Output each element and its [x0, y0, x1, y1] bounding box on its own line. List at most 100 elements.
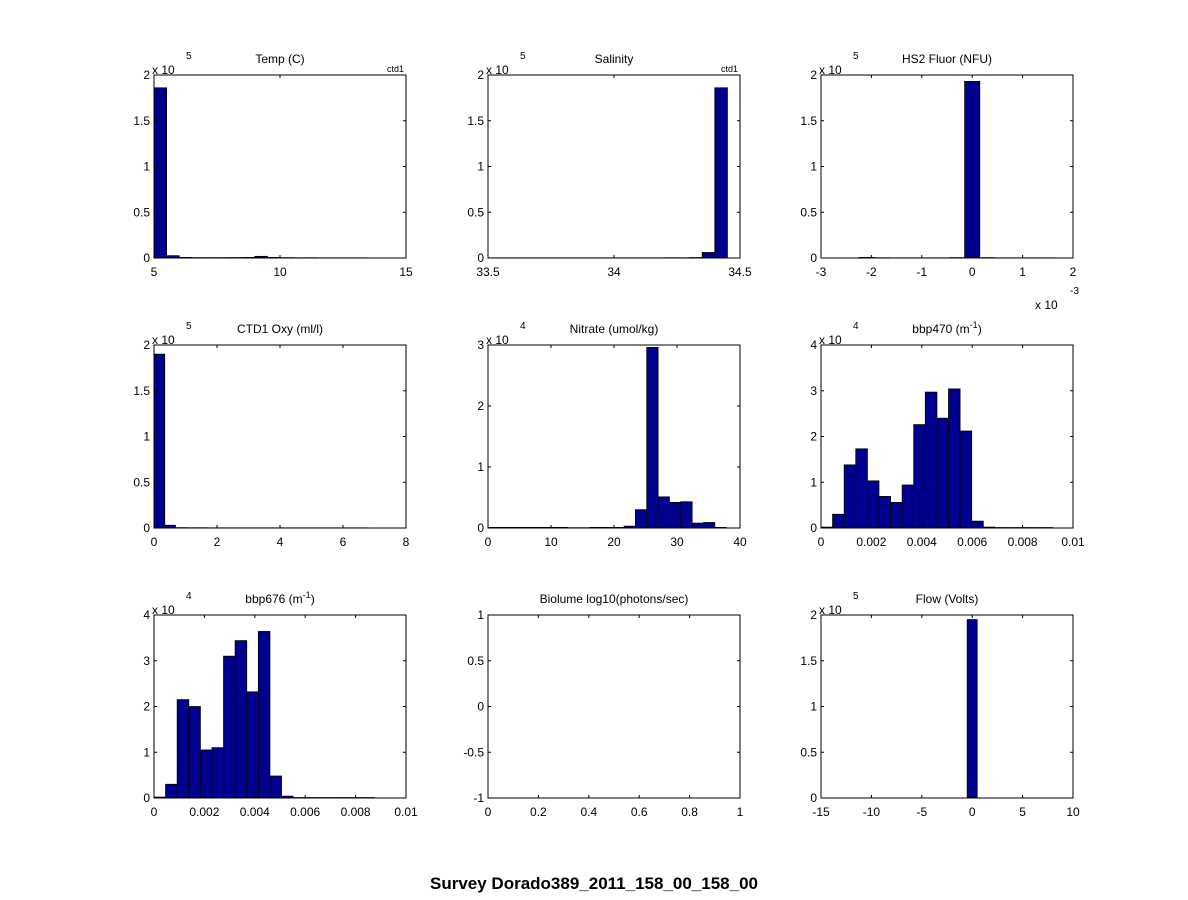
histogram-bar [153, 87, 168, 259]
panel-title: Biolume log10(photons/sec) [540, 592, 689, 606]
histogram-bar [188, 706, 201, 799]
x-tick-label: -15 [812, 805, 830, 819]
panel-title: HS2 Fluor (NFU) [902, 52, 992, 66]
histogram-bar [223, 655, 236, 799]
y-tick-label: 1 [143, 745, 150, 759]
y-tick-label: 0 [477, 700, 484, 714]
y-tick-label: 0.5 [133, 205, 150, 219]
x-tick-label: 0.01 [394, 805, 418, 819]
histogram-panel: -3 -2 -1 0 1 2 0 0.5 1 1.5 2 HS2 Fluor (NFU) x 10 5 x … [800, 51, 1079, 312]
histogram-bar [901, 484, 915, 529]
histogram-bar [153, 353, 166, 529]
x-tick-label: 0 [969, 805, 976, 819]
y-axis-multiplier-exponent: 5 [186, 51, 192, 62]
y-tick-label: 1 [477, 160, 484, 174]
y-tick-label: 3 [810, 384, 817, 398]
x-tick-label: 10 [1066, 805, 1080, 819]
histogram-bar [701, 252, 716, 259]
x-tick-label: 10 [544, 535, 558, 549]
x-tick-label: 0 [485, 805, 492, 819]
y-tick-label: 2 [143, 700, 150, 714]
plot-background [821, 75, 1073, 258]
x-tick-label: 0 [969, 265, 976, 279]
histogram-bar [878, 496, 891, 529]
panel-title: Salinity [595, 52, 634, 66]
y-tick-label: 0 [810, 791, 817, 805]
y-tick-label: 0.5 [467, 654, 484, 668]
y-axis-multiplier-exponent: 5 [853, 591, 859, 602]
histogram-bar [971, 520, 984, 529]
histogram-bar [234, 640, 248, 799]
x-tick-label: 0 [485, 535, 492, 549]
x-tick-label: 0.008 [341, 805, 371, 819]
histogram-bar [924, 391, 938, 529]
corner-label: ctd1 [721, 64, 738, 74]
histogram-bar [832, 513, 845, 529]
x-tick-label: -2 [866, 265, 877, 279]
y-axis-multiplier: x 10 [152, 63, 175, 77]
histogram-bar [176, 699, 190, 799]
histogram-panel: 5 10 15 0 0.5 1 1.5 2 Temp (C) ctd1 x 10 5 [133, 51, 413, 279]
plot-background [154, 345, 406, 528]
y-tick-label: -0.5 [463, 745, 484, 759]
histogram-bar [691, 522, 704, 529]
y-tick-label: 2 [143, 68, 150, 82]
x-tick-label: 8 [403, 535, 410, 549]
figure-title: Survey Dorado389_2011_158_00_158_00 [430, 874, 758, 893]
x-tick-label: 0 [151, 535, 158, 549]
y-tick-label: 0.5 [467, 205, 484, 219]
x-tick-label: 30 [670, 535, 684, 549]
histogram-bar [964, 81, 981, 259]
plot-background [154, 75, 406, 258]
histogram-bar [646, 347, 659, 529]
x-tick-label: 5 [151, 265, 158, 279]
y-tick-label: 1 [810, 700, 817, 714]
plot-background [488, 75, 740, 258]
y-axis-multiplier: x 10 [819, 333, 842, 347]
panel-title: Flow (Volts) [916, 592, 979, 606]
y-axis-multiplier: x 10 [819, 63, 842, 77]
x-tick-label: 0 [151, 805, 158, 819]
x-tick-label: 0.004 [240, 805, 270, 819]
histogram-bar [959, 430, 973, 529]
y-axis-multiplier: x 10 [486, 333, 509, 347]
histogram-bar [948, 388, 961, 529]
corner-label: ctd1 [387, 64, 404, 74]
y-tick-label: 0.5 [800, 205, 817, 219]
y-tick-label: 4 [143, 608, 150, 622]
x-tick-label: 34.5 [728, 265, 752, 279]
histogram-bar [165, 783, 178, 799]
y-tick-label: 1.5 [800, 114, 817, 128]
y-tick-label: 3 [477, 338, 484, 352]
histogram-bar [635, 509, 648, 529]
y-tick-label: 1 [477, 608, 484, 622]
histogram-panel: -15 -10 -5 0 5 10 0 0.5 1 1.5 2 Flow (Volts) x 10 5 [800, 591, 1080, 819]
y-tick-label: 1 [810, 160, 817, 174]
x-tick-label: 0.002 [189, 805, 219, 819]
y-tick-label: 2 [810, 68, 817, 82]
x-tick-label: 4 [277, 535, 284, 549]
y-tick-label: 2 [477, 68, 484, 82]
x-tick-label: -5 [916, 805, 927, 819]
histogram-bar [855, 448, 868, 529]
y-tick-label: 2 [143, 338, 150, 352]
y-tick-label: 0.5 [800, 745, 817, 759]
y-tick-label: 0 [143, 791, 150, 805]
plot-background [488, 345, 740, 528]
x-tick-label: 20 [607, 535, 621, 549]
y-tick-label: 2 [810, 430, 817, 444]
x-tick-label: 40 [733, 535, 747, 549]
histogram-bar [269, 775, 282, 799]
plot-background [488, 615, 740, 798]
y-axis-multiplier: x 10 [152, 603, 175, 617]
histogram-bar [913, 424, 926, 529]
y-axis-multiplier-exponent: 4 [186, 591, 192, 602]
panel-title: CTD1 Oxy (ml/l) [237, 322, 323, 336]
x-tick-label: -10 [863, 805, 881, 819]
x-tick-label: 0.6 [631, 805, 648, 819]
y-axis-multiplier-exponent: 5 [853, 51, 859, 62]
x-tick-label: 10 [273, 265, 287, 279]
y-tick-label: 3 [143, 654, 150, 668]
y-axis-multiplier-exponent: 5 [520, 51, 526, 62]
histogram-panel: 0 10 20 30 40 0 1 2 3 Nitrate (umol/kg) x 10 4 [477, 321, 747, 549]
